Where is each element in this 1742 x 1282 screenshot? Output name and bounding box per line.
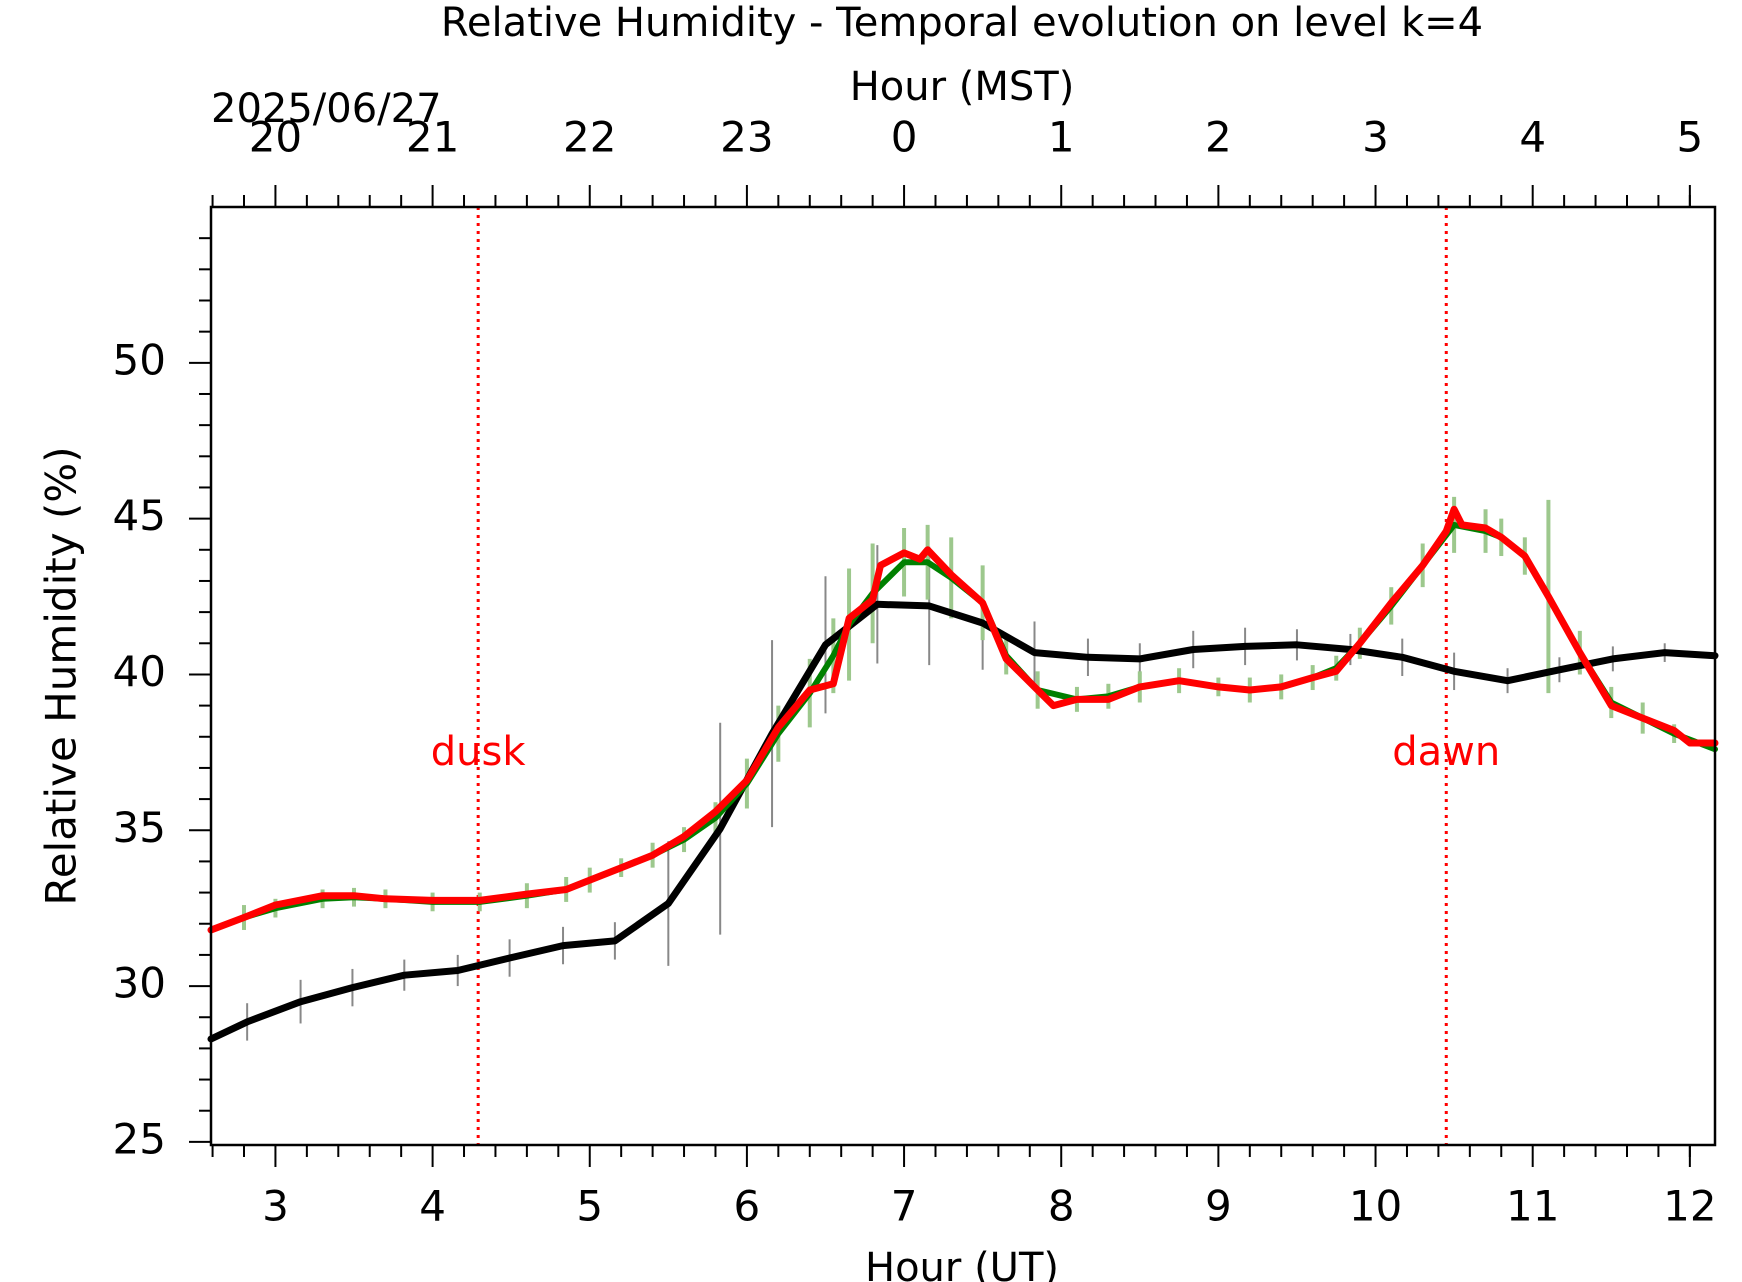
x-tick-label: 12 <box>1663 1182 1716 1231</box>
y-tick-label: 50 <box>113 335 166 384</box>
x-tick-label: 6 <box>734 1182 761 1231</box>
y-tick-label: 30 <box>113 959 166 1008</box>
y-tick-label: 45 <box>113 491 166 540</box>
x-axis-label: Hour (UT) <box>865 1245 1059 1282</box>
y-axis-label: Relative Humidity (%) <box>37 446 86 905</box>
reference-label: dusk <box>431 729 527 775</box>
x2-axis-label: Hour (MST) <box>850 64 1075 110</box>
series-line <box>207 505 1719 934</box>
series-line <box>207 600 1719 1043</box>
x-tick-label: 5 <box>576 1182 603 1231</box>
x-tick-label: 11 <box>1506 1182 1559 1231</box>
x-tick-label: 4 <box>419 1182 446 1231</box>
x2-tick-label: 3 <box>1362 113 1389 162</box>
x2-tick-label: 4 <box>1519 113 1546 162</box>
x2-tick-label: 20 <box>249 113 302 162</box>
y-tick-label: 35 <box>113 803 166 852</box>
y-tick-label: 25 <box>113 1114 166 1163</box>
x2-tick-label: 23 <box>720 113 773 162</box>
x2-tick-label: 2 <box>1205 113 1232 162</box>
date-label: 2025/06/27 <box>211 86 442 132</box>
x-tick-label: 9 <box>1205 1182 1232 1231</box>
x2-tick-label: 5 <box>1676 113 1703 162</box>
x-tick-label: 7 <box>891 1182 918 1231</box>
x-tick-label: 8 <box>1048 1182 1075 1231</box>
chart-title: Relative Humidity - Temporal evolution o… <box>441 0 1483 46</box>
x2-tick-label: 1 <box>1048 113 1075 162</box>
reference-label: dawn <box>1392 729 1500 775</box>
x2-tick-label: 0 <box>891 113 918 162</box>
plot-frame <box>209 205 1717 1147</box>
x2-tick-label: 22 <box>563 113 616 162</box>
y-tick-label: 40 <box>113 647 166 696</box>
x-tick-label: 10 <box>1349 1182 1402 1231</box>
x2-tick-label: 21 <box>406 113 459 162</box>
x-tick-label: 3 <box>262 1182 289 1231</box>
